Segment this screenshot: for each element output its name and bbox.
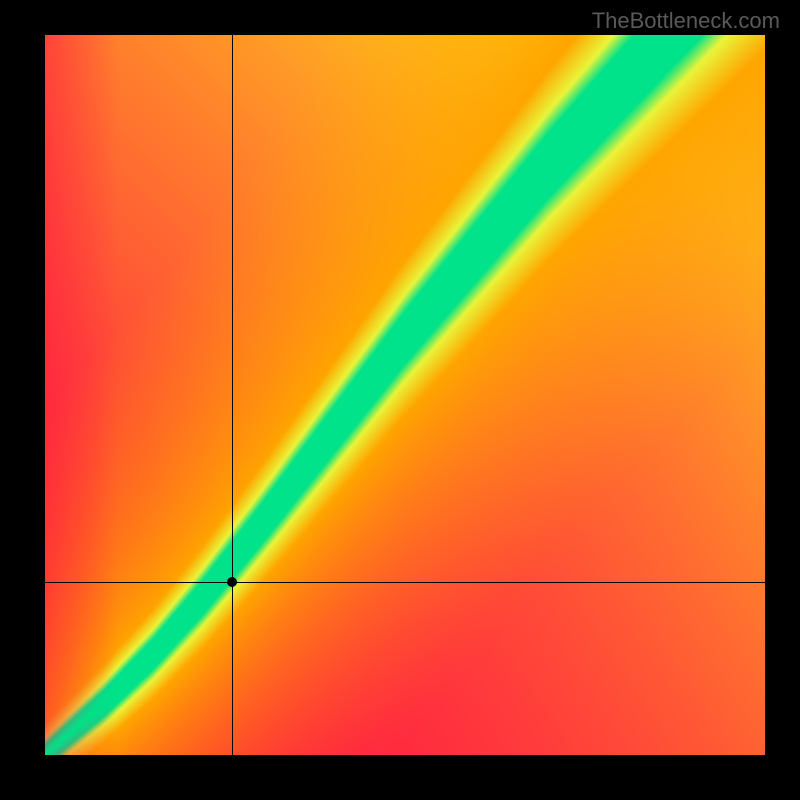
heatmap-plot bbox=[45, 35, 765, 755]
crosshair-horizontal bbox=[45, 582, 765, 583]
heatmap-canvas bbox=[45, 35, 765, 755]
watermark-text: TheBottleneck.com bbox=[592, 8, 780, 34]
crosshair-vertical bbox=[232, 35, 233, 755]
crosshair-marker bbox=[227, 577, 237, 587]
